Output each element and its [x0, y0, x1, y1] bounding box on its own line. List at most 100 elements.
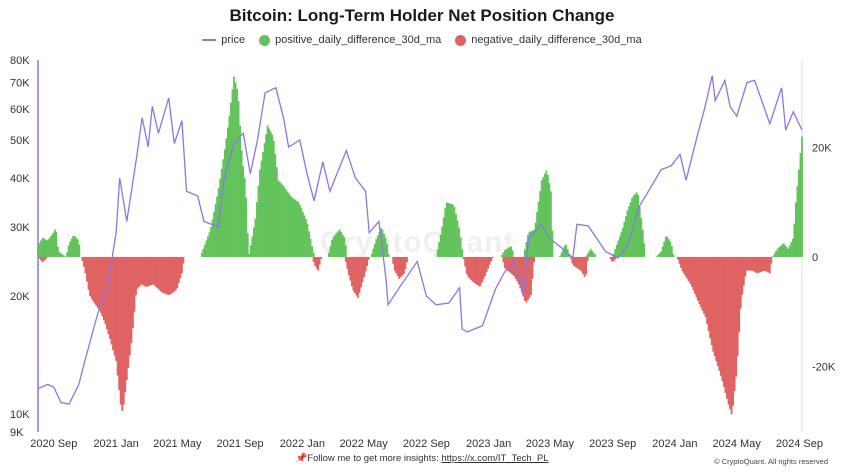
- footer-link[interactable]: https://x.com/IT_Tech_PL: [441, 453, 549, 464]
- positive-bar: [621, 227, 624, 257]
- negative-bar: [136, 256, 139, 289]
- negative-bar: [361, 256, 364, 283]
- positive-bar: [70, 238, 73, 257]
- negative-bar: [738, 256, 741, 333]
- negative-bar: [726, 256, 728, 399]
- negative-bar: [471, 256, 474, 282]
- positive-bar: [542, 177, 545, 257]
- negative-bar: [464, 256, 467, 267]
- positive-bar: [666, 236, 669, 257]
- positive-bar: [641, 229, 644, 257]
- positive-bar: [511, 250, 514, 257]
- y-left-tick-label: 70K: [10, 78, 30, 90]
- positive-bar: [778, 247, 780, 257]
- negative-bar: [765, 256, 768, 272]
- legend-item-negative[interactable]: negative_daily_difference_30d_ma: [455, 34, 642, 46]
- negative-bar: [576, 256, 578, 268]
- negative-bar: [364, 256, 367, 272]
- negative-bar: [701, 256, 704, 311]
- negative-bar: [363, 256, 366, 277]
- price-line: [37, 75, 803, 405]
- negative-bar: [677, 256, 679, 260]
- negative-bar: [742, 256, 745, 286]
- negative-bar: [317, 256, 320, 271]
- negative-bar: [43, 256, 46, 261]
- negative-bar: [756, 256, 759, 274]
- positive-bar: [328, 252, 330, 257]
- negative-bar: [173, 256, 176, 292]
- negative-bar: [109, 256, 111, 339]
- negative-bar: [749, 256, 751, 271]
- positive-bar: [458, 227, 460, 257]
- negative-bar: [723, 256, 725, 388]
- positive-bar: [790, 242, 793, 257]
- negative-bar: [491, 256, 494, 259]
- positive-bar: [784, 245, 787, 257]
- negative-bar: [93, 256, 96, 304]
- positive-bar: [58, 252, 61, 257]
- negative-bar: [40, 256, 42, 261]
- negative-bar: [366, 256, 369, 267]
- positive-bar: [265, 134, 268, 257]
- positive-bar: [772, 256, 774, 257]
- positive-bar: [592, 252, 595, 257]
- legend-item-positive[interactable]: positive_daily_difference_30d_ma: [259, 34, 441, 46]
- positive-bar: [233, 76, 235, 257]
- negative-bar: [107, 256, 110, 335]
- negative-bar: [113, 256, 116, 356]
- positive-bar: [226, 127, 229, 257]
- positive-bar: [589, 248, 592, 257]
- positive-bar: [312, 252, 315, 257]
- y-left-tick-label: 80K: [10, 55, 30, 67]
- positive-bar: [536, 212, 539, 257]
- negative-bar: [127, 256, 130, 368]
- positive-bar: [510, 246, 512, 257]
- negative-bar: [517, 256, 520, 285]
- positive-bar: [213, 211, 215, 257]
- x-tick-label: 2022 May: [339, 438, 388, 450]
- legend-item-price[interactable]: price: [202, 34, 245, 46]
- negative-bar: [181, 256, 183, 274]
- negative-bar: [165, 256, 168, 295]
- negative-bar: [395, 256, 398, 274]
- negative-bar: [168, 256, 171, 295]
- positive-bar: [548, 183, 551, 257]
- positive-bar: [343, 236, 346, 257]
- positive-bar: [245, 197, 248, 257]
- positive-bar: [335, 233, 338, 257]
- positive-bar: [444, 208, 447, 257]
- positive-bar: [37, 246, 39, 257]
- negative-bar: [525, 256, 528, 303]
- negative-bar: [124, 256, 127, 393]
- negative-bar: [683, 256, 686, 274]
- negative-bar: [92, 256, 95, 301]
- negative-bar: [360, 256, 362, 288]
- positive-bar: [63, 255, 65, 257]
- negative-bar: [735, 256, 738, 377]
- y-right-tick-label: 0: [812, 252, 818, 264]
- x-tick-label: 2021 Sep: [217, 438, 264, 450]
- positive-bar: [225, 138, 228, 257]
- negative-bar: [681, 256, 684, 272]
- positive-bar: [781, 244, 783, 257]
- negative-bar: [490, 256, 493, 262]
- footer-prefix: 📌Follow me to get more insights:: [295, 453, 442, 464]
- positive-bar: [219, 178, 222, 257]
- negative-bar: [755, 256, 757, 273]
- positive-bar: [237, 101, 240, 257]
- negative-bar: [104, 256, 107, 325]
- positive-bar: [331, 239, 333, 257]
- positive-bar: [618, 236, 621, 257]
- positive-bar: [234, 82, 237, 257]
- negative-bar: [46, 256, 49, 258]
- y-right-tick-label: 20K: [812, 143, 832, 155]
- negative-bar: [151, 256, 154, 285]
- positive-bar: [637, 195, 640, 257]
- negative-bar: [478, 256, 480, 287]
- positive-bar: [531, 230, 534, 257]
- positive-bar: [44, 239, 47, 257]
- positive-bar: [383, 233, 385, 257]
- negative-bar: [105, 256, 108, 330]
- positive-bar: [791, 238, 794, 257]
- positive-bar: [658, 253, 661, 257]
